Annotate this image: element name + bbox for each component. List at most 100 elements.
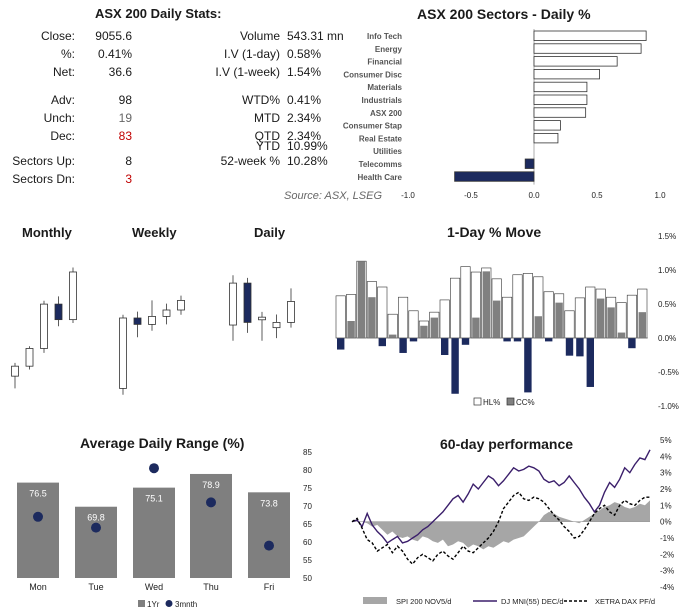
oneday-ytick: 0.0%	[658, 334, 676, 343]
stat-value: 1.54%	[287, 65, 322, 79]
adr-3m-dot	[264, 540, 274, 551]
stat-value: 2.34%	[287, 111, 322, 125]
cc-bar	[503, 338, 511, 342]
legend-hl-label: HL%	[483, 398, 500, 407]
candles-daily-title: Daily	[254, 225, 286, 240]
stat-label: 52-week %	[220, 154, 280, 168]
cc-bar	[441, 338, 449, 355]
legend-spi-swatch	[363, 597, 387, 604]
adr-ytick: 70	[303, 502, 312, 511]
cc-bar	[565, 338, 574, 356]
sector-xtick: 0.5	[591, 191, 603, 200]
cc-bar	[420, 325, 428, 338]
candles-monthly-title: Monthly	[22, 225, 72, 240]
dj-line	[351, 449, 651, 544]
stat-label: Dec:	[50, 129, 75, 143]
sector-xtick: 0.0	[528, 191, 540, 200]
sector-label: Real Estate	[359, 134, 403, 143]
stat-value: 3	[125, 172, 132, 186]
legend-3m-label: 3mnth	[175, 600, 197, 609]
stat-label: Volume	[239, 29, 280, 43]
cc-bar	[597, 298, 605, 338]
cc-bar	[337, 338, 345, 350]
spi-area	[352, 500, 650, 550]
stat-value: 8	[125, 154, 132, 168]
sector-bar	[533, 30, 647, 41]
cc-bar	[482, 271, 490, 338]
oneday-title: 1-Day % Move	[447, 224, 542, 240]
legend-dj-label: DJ MNI(55) DEC/d	[501, 597, 564, 606]
legend-spi-label: SPI 200 NOV5/d	[396, 597, 451, 606]
candle-body	[133, 317, 142, 325]
candles-chart	[11, 267, 295, 395]
legend-3m-swatch	[165, 600, 173, 607]
candle-body	[25, 348, 34, 367]
candle-body	[177, 299, 185, 311]
adr-bar	[75, 506, 117, 578]
candles-weekly-title: Weekly	[132, 225, 177, 240]
stat-label: Net:	[52, 65, 75, 79]
perf-ytick: 5%	[660, 436, 672, 445]
candle-body	[54, 303, 63, 321]
sector-label: Financial	[367, 58, 402, 67]
candle-body	[229, 282, 237, 326]
candle-body	[162, 309, 171, 317]
stat-label: Close:	[40, 29, 75, 43]
sector-bar	[533, 94, 588, 105]
sector-label: Health Care	[358, 173, 403, 182]
cc-bar	[451, 338, 459, 394]
candle-body	[11, 365, 19, 377]
adr-bar	[133, 487, 175, 578]
perf-ytick: -4%	[660, 583, 674, 592]
sector-xtick: 1.0	[654, 191, 666, 200]
stat-label: I.V (1-day)	[223, 47, 280, 61]
sector-label: Telecomms	[359, 160, 403, 169]
adr-bar	[17, 482, 59, 578]
adr-ytick: 85	[303, 448, 312, 457]
oneday-ytick: -0.5%	[658, 368, 679, 377]
candle-body	[258, 316, 266, 321]
stat-label: Unch:	[43, 111, 75, 125]
cc-bar	[638, 312, 646, 338]
sector-label: Industrials	[362, 96, 403, 105]
candle-body	[148, 315, 156, 325]
stat-value: 19	[118, 111, 132, 125]
legend-cc-label: CC%	[516, 398, 535, 407]
stat-value: 0.58%	[287, 47, 322, 61]
stat-value: 0.41%	[287, 93, 322, 107]
adr-ytick: 50	[303, 574, 312, 583]
perf-ytick: -1%	[660, 534, 674, 543]
candle-body	[272, 322, 281, 329]
cc-bar	[461, 338, 470, 345]
sector-label: Energy	[375, 45, 403, 54]
sector-bar	[454, 171, 535, 182]
stat-label: Adv:	[50, 93, 75, 107]
sector-bar	[524, 158, 535, 169]
stats-source: Source: ASX, LSEG	[284, 190, 383, 202]
stat-value: 83	[118, 129, 132, 143]
adr-xtick: Tue	[88, 582, 103, 592]
cc-bar	[628, 338, 636, 349]
stat-label: I.V (1-week)	[215, 65, 280, 79]
sector-label: Consumer Stap	[343, 122, 402, 131]
adr-bar-label: 73.8	[260, 498, 278, 508]
cc-bar	[576, 338, 584, 357]
adr-3m-dot	[33, 511, 43, 522]
sector-xtick: -0.5	[464, 191, 478, 200]
oneday-chart: 1.5% 1.0% 0.5% 0.0% -0.5% -1.0% HL% CC%	[335, 232, 679, 411]
oneday-ytick: 0.5%	[658, 300, 676, 309]
perf-ytick: 4%	[660, 452, 672, 461]
stat-value: 0.41%	[97, 47, 132, 61]
sector-bar	[533, 107, 587, 118]
adr-bar-label: 76.5	[29, 489, 47, 499]
cc-bar	[607, 307, 615, 338]
perf-ytick: -2%	[660, 550, 674, 559]
sector-bar	[533, 69, 600, 80]
sector-bar	[533, 81, 588, 93]
stat-value: 543.31 mn	[287, 29, 344, 43]
oneday-ytick: 1.0%	[658, 266, 676, 275]
legend-1yr-label: 1Yr	[147, 600, 160, 609]
adr-ytick: 60	[303, 538, 312, 547]
